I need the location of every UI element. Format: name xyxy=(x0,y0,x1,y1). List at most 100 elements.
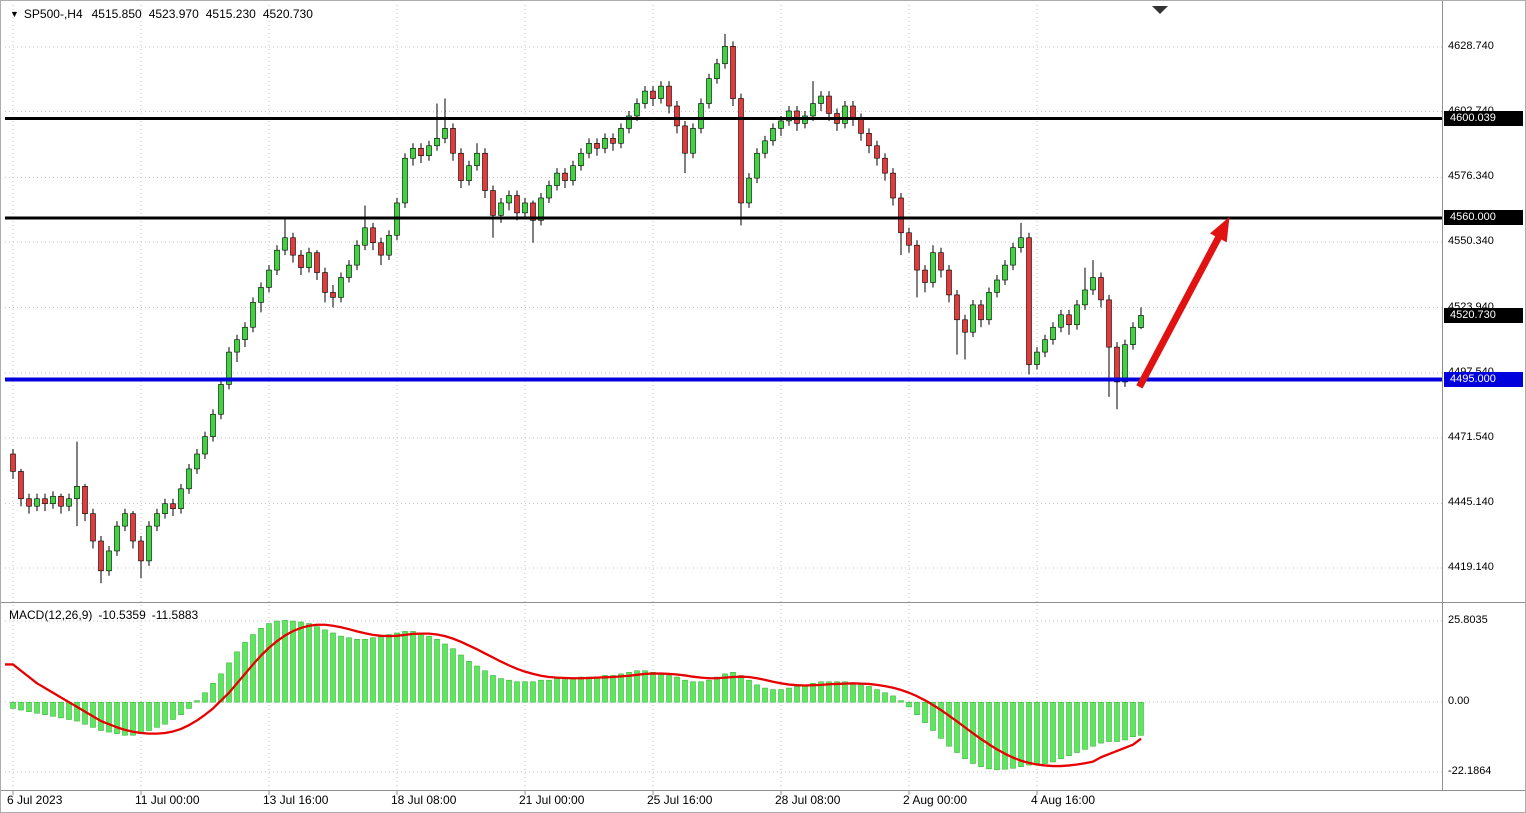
bullish-candle xyxy=(1042,339,1048,353)
bullish-candle xyxy=(1090,277,1096,291)
price-level-badge: 4560.000 xyxy=(1444,210,1523,226)
macd-histogram-bar xyxy=(42,701,48,716)
macd-histogram-bar xyxy=(1090,701,1096,747)
macd-histogram-bar xyxy=(770,689,776,703)
bearish-candle xyxy=(650,90,656,99)
bullish-candle xyxy=(154,513,160,527)
macd-histogram-bar xyxy=(418,632,424,703)
candlestick-series xyxy=(10,33,1144,584)
price-tick-label: 4419.140 xyxy=(1448,561,1494,573)
bearish-candle xyxy=(330,292,336,298)
bearish-candle xyxy=(914,244,920,271)
macd-tick-label: 25.8035 xyxy=(1448,614,1488,626)
macd-histogram-bar xyxy=(634,670,640,703)
macd-histogram-bar xyxy=(1106,701,1112,742)
bearish-candle xyxy=(682,125,688,154)
time-axis-label: 4 Aug 16:00 xyxy=(1031,793,1096,807)
bullish-candle xyxy=(754,152,760,179)
bullish-candle xyxy=(570,165,576,181)
macd-histogram-bar xyxy=(386,634,392,703)
bearish-candle xyxy=(850,105,856,119)
macd-histogram-bar xyxy=(154,701,160,728)
level-lines[interactable] xyxy=(5,116,1442,382)
macd-histogram-bar xyxy=(1074,701,1080,753)
bullish-candle xyxy=(114,525,120,552)
bearish-candle xyxy=(322,272,328,293)
bullish-candle xyxy=(146,525,152,562)
bullish-candle xyxy=(50,495,56,505)
macd-histogram-bar xyxy=(402,631,408,703)
annotations[interactable] xyxy=(1136,6,1230,389)
macd-histogram-bar xyxy=(602,675,608,703)
bullish-candle xyxy=(634,103,640,117)
price-tick-label: 4550.340 xyxy=(1448,234,1494,247)
chart-shift-triangle-icon xyxy=(1152,6,1168,14)
macd-histogram-bar xyxy=(626,672,632,703)
bullish-candle xyxy=(1010,247,1016,266)
chart-title: ▼ SP500-,H4 4515.850 4523.970 4515.230 4520.7… xyxy=(10,7,320,21)
bullish-candle xyxy=(1018,237,1024,248)
macd-histogram-bar xyxy=(850,683,856,703)
symbol-marker-icon: ▼ xyxy=(10,9,19,19)
bullish-candle xyxy=(354,244,360,266)
bullish-candle xyxy=(434,138,440,147)
macd-histogram-bar xyxy=(482,670,488,703)
macd-histogram-bar xyxy=(658,673,664,703)
bearish-candle xyxy=(1098,277,1104,301)
bearish-candle xyxy=(418,147,424,157)
bullish-candle xyxy=(810,103,816,117)
macd-histogram-bar xyxy=(962,701,968,760)
macd-histogram-bar xyxy=(554,678,560,703)
bearish-candle xyxy=(866,133,872,147)
macd-histogram-bar xyxy=(610,675,616,703)
bullish-candle xyxy=(1122,344,1128,383)
bullish-candle xyxy=(122,513,128,527)
macd-histogram-bar xyxy=(1002,701,1008,770)
macd-histogram-bar xyxy=(506,679,512,703)
macd-histogram-bar xyxy=(122,701,128,736)
macd-histogram-bar xyxy=(178,701,184,716)
bullish-candle xyxy=(746,177,752,204)
bearish-candle xyxy=(314,252,320,273)
bullish-candle xyxy=(362,227,368,246)
macd-histogram-bar xyxy=(458,654,464,703)
bullish-candle xyxy=(690,128,696,154)
trend-arrow-annotation[interactable] xyxy=(1136,216,1230,389)
bearish-candle xyxy=(42,498,48,505)
time-axis-label: 25 Jul 16:00 xyxy=(647,793,713,807)
macd-histogram-bar xyxy=(226,662,232,703)
bullish-candle xyxy=(1034,351,1040,365)
macd-histogram-bar xyxy=(234,651,240,703)
time-axis-label: 11 Jul 00:00 xyxy=(135,793,200,807)
bullish-candle xyxy=(202,436,208,455)
bullish-candle xyxy=(770,128,776,142)
bearish-candle xyxy=(378,242,384,256)
macd-histogram-bar xyxy=(746,679,752,703)
bearish-candle xyxy=(482,152,488,191)
bullish-candle xyxy=(162,503,168,514)
bearish-candle xyxy=(738,98,744,204)
bearish-candle xyxy=(130,513,136,542)
bullish-candle xyxy=(218,384,224,415)
bullish-candle xyxy=(386,234,392,256)
macd-histogram-bar xyxy=(1130,701,1136,738)
macd-histogram-bar xyxy=(322,629,328,703)
bullish-candle xyxy=(546,185,552,199)
bullish-candle xyxy=(994,279,1000,293)
macd-histogram-bar xyxy=(1138,701,1144,736)
bearish-candle xyxy=(458,152,464,181)
bearish-candle xyxy=(922,269,928,283)
bullish-candle xyxy=(618,128,624,144)
macd-histogram-bar xyxy=(354,639,360,703)
macd-histogram-bar xyxy=(258,627,264,703)
macd-histogram-bar xyxy=(1034,701,1040,764)
time-axis-label: 6 Jul 2023 xyxy=(7,793,63,807)
macd-histogram-bar xyxy=(730,672,736,703)
price-tick-label: 4628.740 xyxy=(1448,40,1494,52)
macd-histogram-bar xyxy=(10,701,16,709)
macd-histogram-bar xyxy=(618,673,624,703)
bullish-candle xyxy=(970,304,976,333)
macd-histogram-bar xyxy=(490,675,496,703)
